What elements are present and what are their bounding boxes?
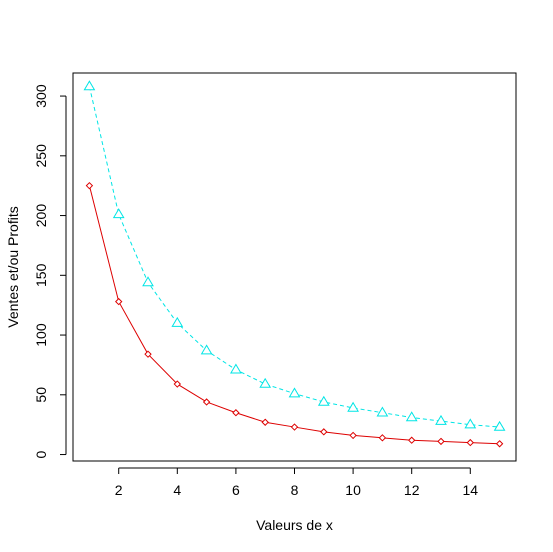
y-tick-label: 100 — [33, 323, 49, 347]
series-1-point — [347, 401, 359, 412]
y-tick-label: 50 — [33, 387, 49, 403]
series-1-point — [435, 414, 447, 425]
y-tick-label: 300 — [33, 84, 49, 108]
series-2-point — [378, 434, 387, 442]
series-1-point — [112, 208, 125, 219]
series-1-point — [230, 363, 242, 374]
series-2-point — [466, 438, 474, 447]
series-2-point — [202, 398, 211, 406]
y-axis: 0 50 100 150 200 250 300 — [33, 84, 67, 458]
series-1-point — [200, 344, 213, 355]
x-tick-label: 12 — [404, 482, 420, 498]
plot-frame — [72, 72, 517, 462]
series-2-point — [261, 418, 269, 426]
series-2-line — [88, 185, 500, 445]
y-tick-label: 150 — [33, 263, 49, 287]
x-tick-label: 2 — [115, 482, 123, 498]
series-2-point — [320, 428, 328, 436]
series-2-point — [437, 437, 445, 446]
series-1 — [83, 80, 506, 431]
x-tick-label: 6 — [232, 482, 240, 498]
series-2 — [85, 181, 504, 448]
series-1-point — [83, 80, 96, 91]
x-tick-label: 4 — [173, 482, 181, 498]
series-layer — [83, 80, 506, 448]
series-2-point — [85, 181, 94, 190]
series-1-point — [171, 316, 184, 327]
x-tick-label: 8 — [291, 482, 299, 498]
series-2-point — [115, 297, 123, 306]
series-1-line — [88, 86, 500, 428]
series-2-point — [290, 423, 299, 431]
series-1-point — [493, 420, 506, 431]
series-1-point — [405, 411, 418, 422]
series-1-point — [259, 377, 272, 388]
series-2-point — [407, 436, 416, 444]
y-axis-title: Ventes et/ou Profits — [5, 206, 21, 327]
y-tick-label: 250 — [33, 144, 49, 168]
x-tick-label: 14 — [463, 482, 479, 498]
series-2-point — [232, 409, 240, 417]
x-axis: 2 4 6 8 10 12 14 — [115, 467, 479, 498]
series-1-point — [464, 418, 477, 429]
series-2-point — [173, 380, 182, 388]
series-2-point — [495, 440, 504, 448]
y-tick-label: 0 — [33, 450, 49, 458]
x-axis-title: Valeurs de x — [256, 517, 333, 533]
series-2-point — [144, 350, 152, 358]
series-1-point — [142, 276, 154, 287]
series-1-point — [376, 406, 389, 417]
y-tick-label: 200 — [33, 204, 49, 228]
series-1-point — [317, 395, 330, 406]
series-1-point — [288, 387, 301, 398]
series-2-point — [349, 431, 357, 440]
x-tick-label: 10 — [345, 482, 361, 498]
